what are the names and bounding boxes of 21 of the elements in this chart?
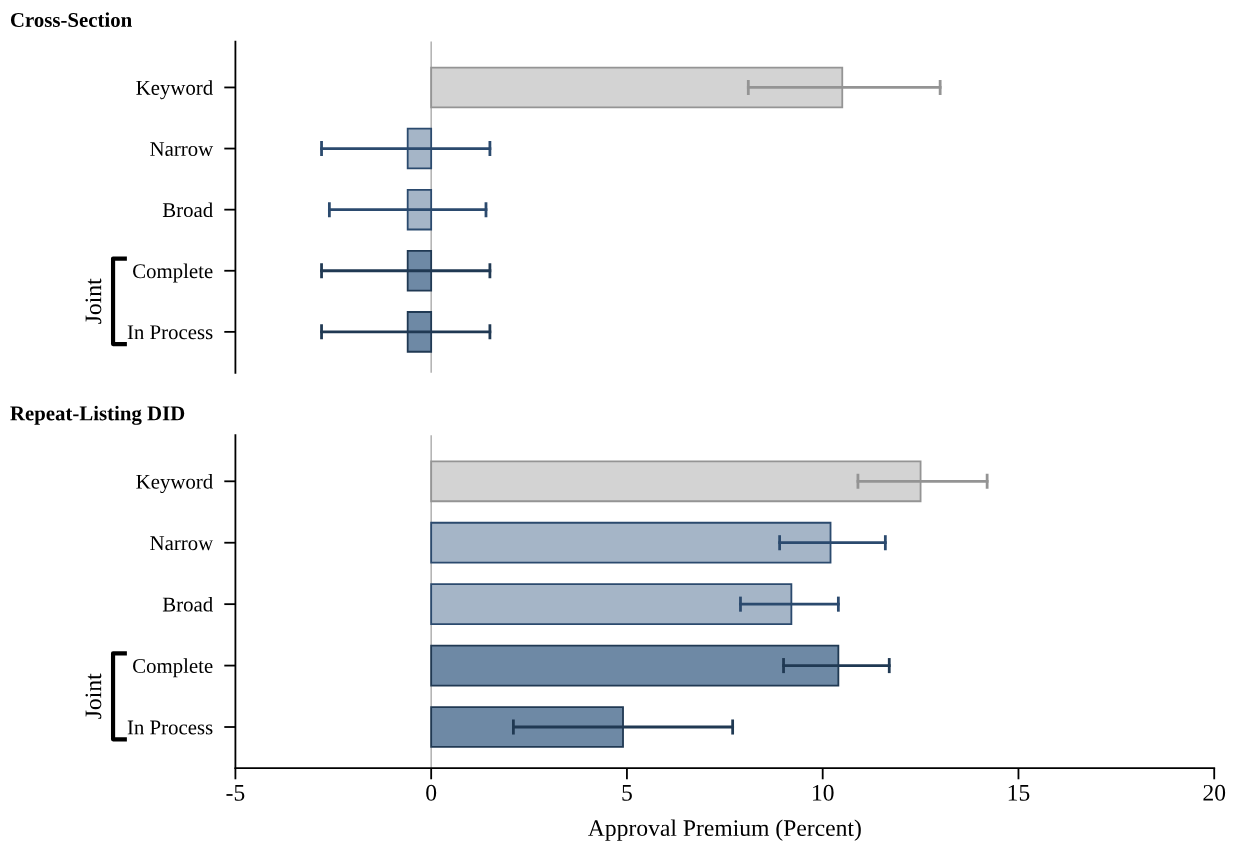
- chart-title: Repeat-Listing DID: [10, 405, 185, 425]
- x-tick-label: 5: [622, 785, 632, 801]
- y-tick-label: In Process: [127, 720, 213, 735]
- x-tick-label: 10: [812, 784, 834, 801]
- y-tick-label: Keyword: [136, 80, 213, 100]
- y-tick-label: Complete: [133, 263, 213, 283]
- x-tick-label: -5: [226, 785, 245, 801]
- y-tick-label: Broad: [162, 596, 213, 612]
- y-tick-label: Narrow: [150, 142, 214, 156]
- x-tick-label: 0: [426, 784, 437, 801]
- x-tick-label: 20: [1203, 784, 1226, 801]
- text: Joint: [85, 673, 102, 719]
- chart-title: Cross-Section: [10, 12, 132, 27]
- y-tick-label: Keyword: [136, 474, 213, 494]
- x-axis-title: Approval Premium (Percent): [588, 819, 861, 841]
- y-tick-label: Narrow: [150, 536, 214, 551]
- text: Joint: [85, 278, 102, 324]
- x-tick-label: 15: [1008, 784, 1030, 801]
- y-tick-label: In Process: [127, 325, 213, 340]
- y-tick-label: Broad: [162, 202, 213, 218]
- y-tick-label: Complete: [133, 658, 213, 678]
